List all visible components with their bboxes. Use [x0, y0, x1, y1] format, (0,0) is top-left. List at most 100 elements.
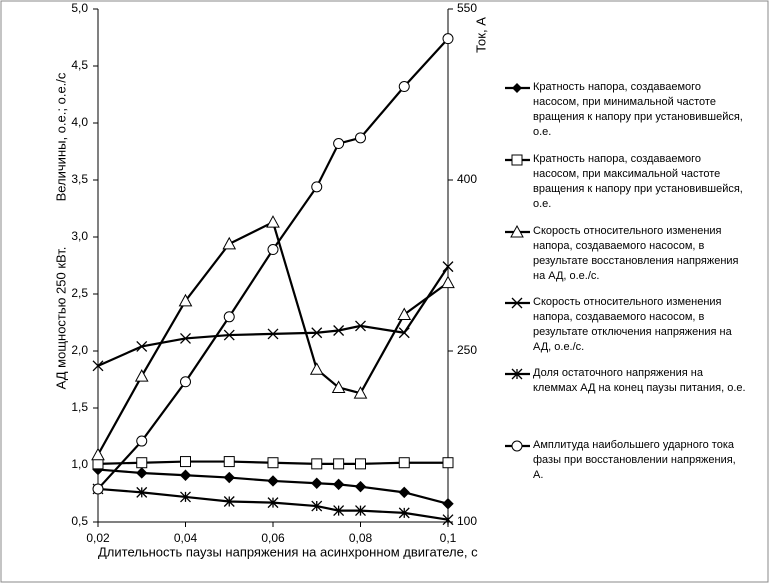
legend-label: Скорость относительного изменения напора… — [533, 296, 732, 353]
marker — [398, 327, 410, 339]
marker — [311, 500, 323, 512]
marker — [442, 457, 454, 469]
marker — [442, 261, 454, 273]
marker — [223, 456, 235, 468]
legend-label: Доля остаточного напряжения на клеммах А… — [533, 367, 746, 394]
series-line — [97, 468, 449, 505]
legend-label: Амплитуда наибольшего ударного тока фазы… — [533, 439, 736, 481]
y-tick-label: 4,5 — [71, 58, 88, 72]
marker — [180, 333, 191, 344]
x-tick-label: 0,02 — [86, 531, 110, 545]
marker — [398, 81, 410, 93]
marker — [398, 457, 410, 469]
marker — [266, 215, 280, 228]
y-tick-label: 3,0 — [71, 229, 88, 243]
marker — [311, 327, 323, 339]
marker — [333, 325, 345, 336]
series-line — [97, 220, 449, 456]
marker — [311, 477, 323, 489]
marker — [333, 138, 345, 150]
marker — [136, 486, 148, 498]
marker — [398, 507, 410, 519]
y-tick-label: 0,5 — [71, 514, 88, 528]
marker — [354, 480, 367, 493]
marker — [510, 224, 524, 238]
marker — [355, 458, 366, 470]
marker — [92, 483, 104, 495]
marker — [136, 457, 148, 469]
x-tick-label: 0,1 — [440, 531, 457, 545]
marker — [511, 154, 523, 166]
marker — [92, 458, 104, 470]
marker — [223, 329, 235, 341]
marker — [511, 368, 523, 380]
marker — [398, 486, 410, 499]
marker — [180, 456, 191, 468]
series-line — [97, 460, 448, 465]
x-axis-title: Длительность паузы напряжения на асинхро… — [98, 544, 478, 559]
y-tick-label: 1,0 — [71, 457, 88, 471]
marker — [179, 469, 192, 481]
marker — [267, 475, 279, 487]
marker — [333, 505, 345, 517]
series-line — [97, 266, 449, 367]
y2-tick-label: 250 — [457, 343, 477, 357]
legend-label: Кратность напора, создаваемого насосом, … — [533, 153, 743, 210]
marker — [441, 275, 455, 289]
marker — [91, 447, 105, 461]
y-tick-label: 1,5 — [71, 400, 88, 414]
y-axis-title: Величины, о.е.; о.е./с — [53, 72, 68, 201]
marker — [511, 297, 523, 309]
x-tick-label: 0,08 — [349, 531, 373, 545]
marker — [92, 360, 104, 372]
marker — [331, 380, 346, 393]
y2-tick-label: 400 — [457, 172, 477, 186]
y2-tick-label: 550 — [457, 1, 477, 15]
series-line — [97, 37, 449, 490]
marker — [223, 471, 235, 484]
marker — [511, 440, 523, 452]
marker — [332, 478, 345, 491]
marker — [267, 457, 279, 469]
marker — [180, 491, 191, 503]
marker — [311, 181, 323, 193]
y-tick-label: 4,0 — [71, 115, 88, 129]
marker — [136, 340, 148, 352]
marker — [311, 458, 323, 470]
marker — [442, 33, 454, 45]
marker — [136, 467, 148, 479]
marker — [136, 435, 148, 447]
y-tick-label: 3,5 — [71, 172, 88, 186]
marker — [353, 386, 368, 399]
marker — [397, 307, 412, 321]
y-tick-label: 5,0 — [71, 1, 88, 15]
marker — [178, 293, 193, 307]
legend-label: Скорость относительного изменения напора… — [533, 225, 739, 282]
marker — [442, 514, 454, 526]
x-tick-label: 0,04 — [174, 531, 198, 545]
marker — [512, 83, 522, 93]
y-axis-title: АД мощностью 250 кВт. — [53, 247, 68, 390]
y2-axis-title: Ток, А — [473, 17, 488, 53]
y-tick-label: 2,0 — [71, 343, 88, 357]
marker — [355, 505, 366, 517]
marker — [223, 311, 235, 323]
y2-tick-label: 100 — [457, 514, 477, 528]
marker — [222, 236, 237, 250]
marker — [267, 244, 279, 256]
marker — [134, 369, 149, 382]
marker — [267, 328, 279, 340]
marker — [355, 132, 366, 144]
marker — [223, 496, 235, 507]
y-tick-label: 2,5 — [71, 286, 88, 300]
series-line — [97, 487, 449, 521]
marker — [333, 458, 345, 470]
marker — [180, 376, 191, 388]
marker — [267, 497, 279, 509]
marker — [442, 498, 454, 510]
marker — [355, 320, 366, 332]
x-tick-label: 0,06 — [261, 531, 285, 545]
